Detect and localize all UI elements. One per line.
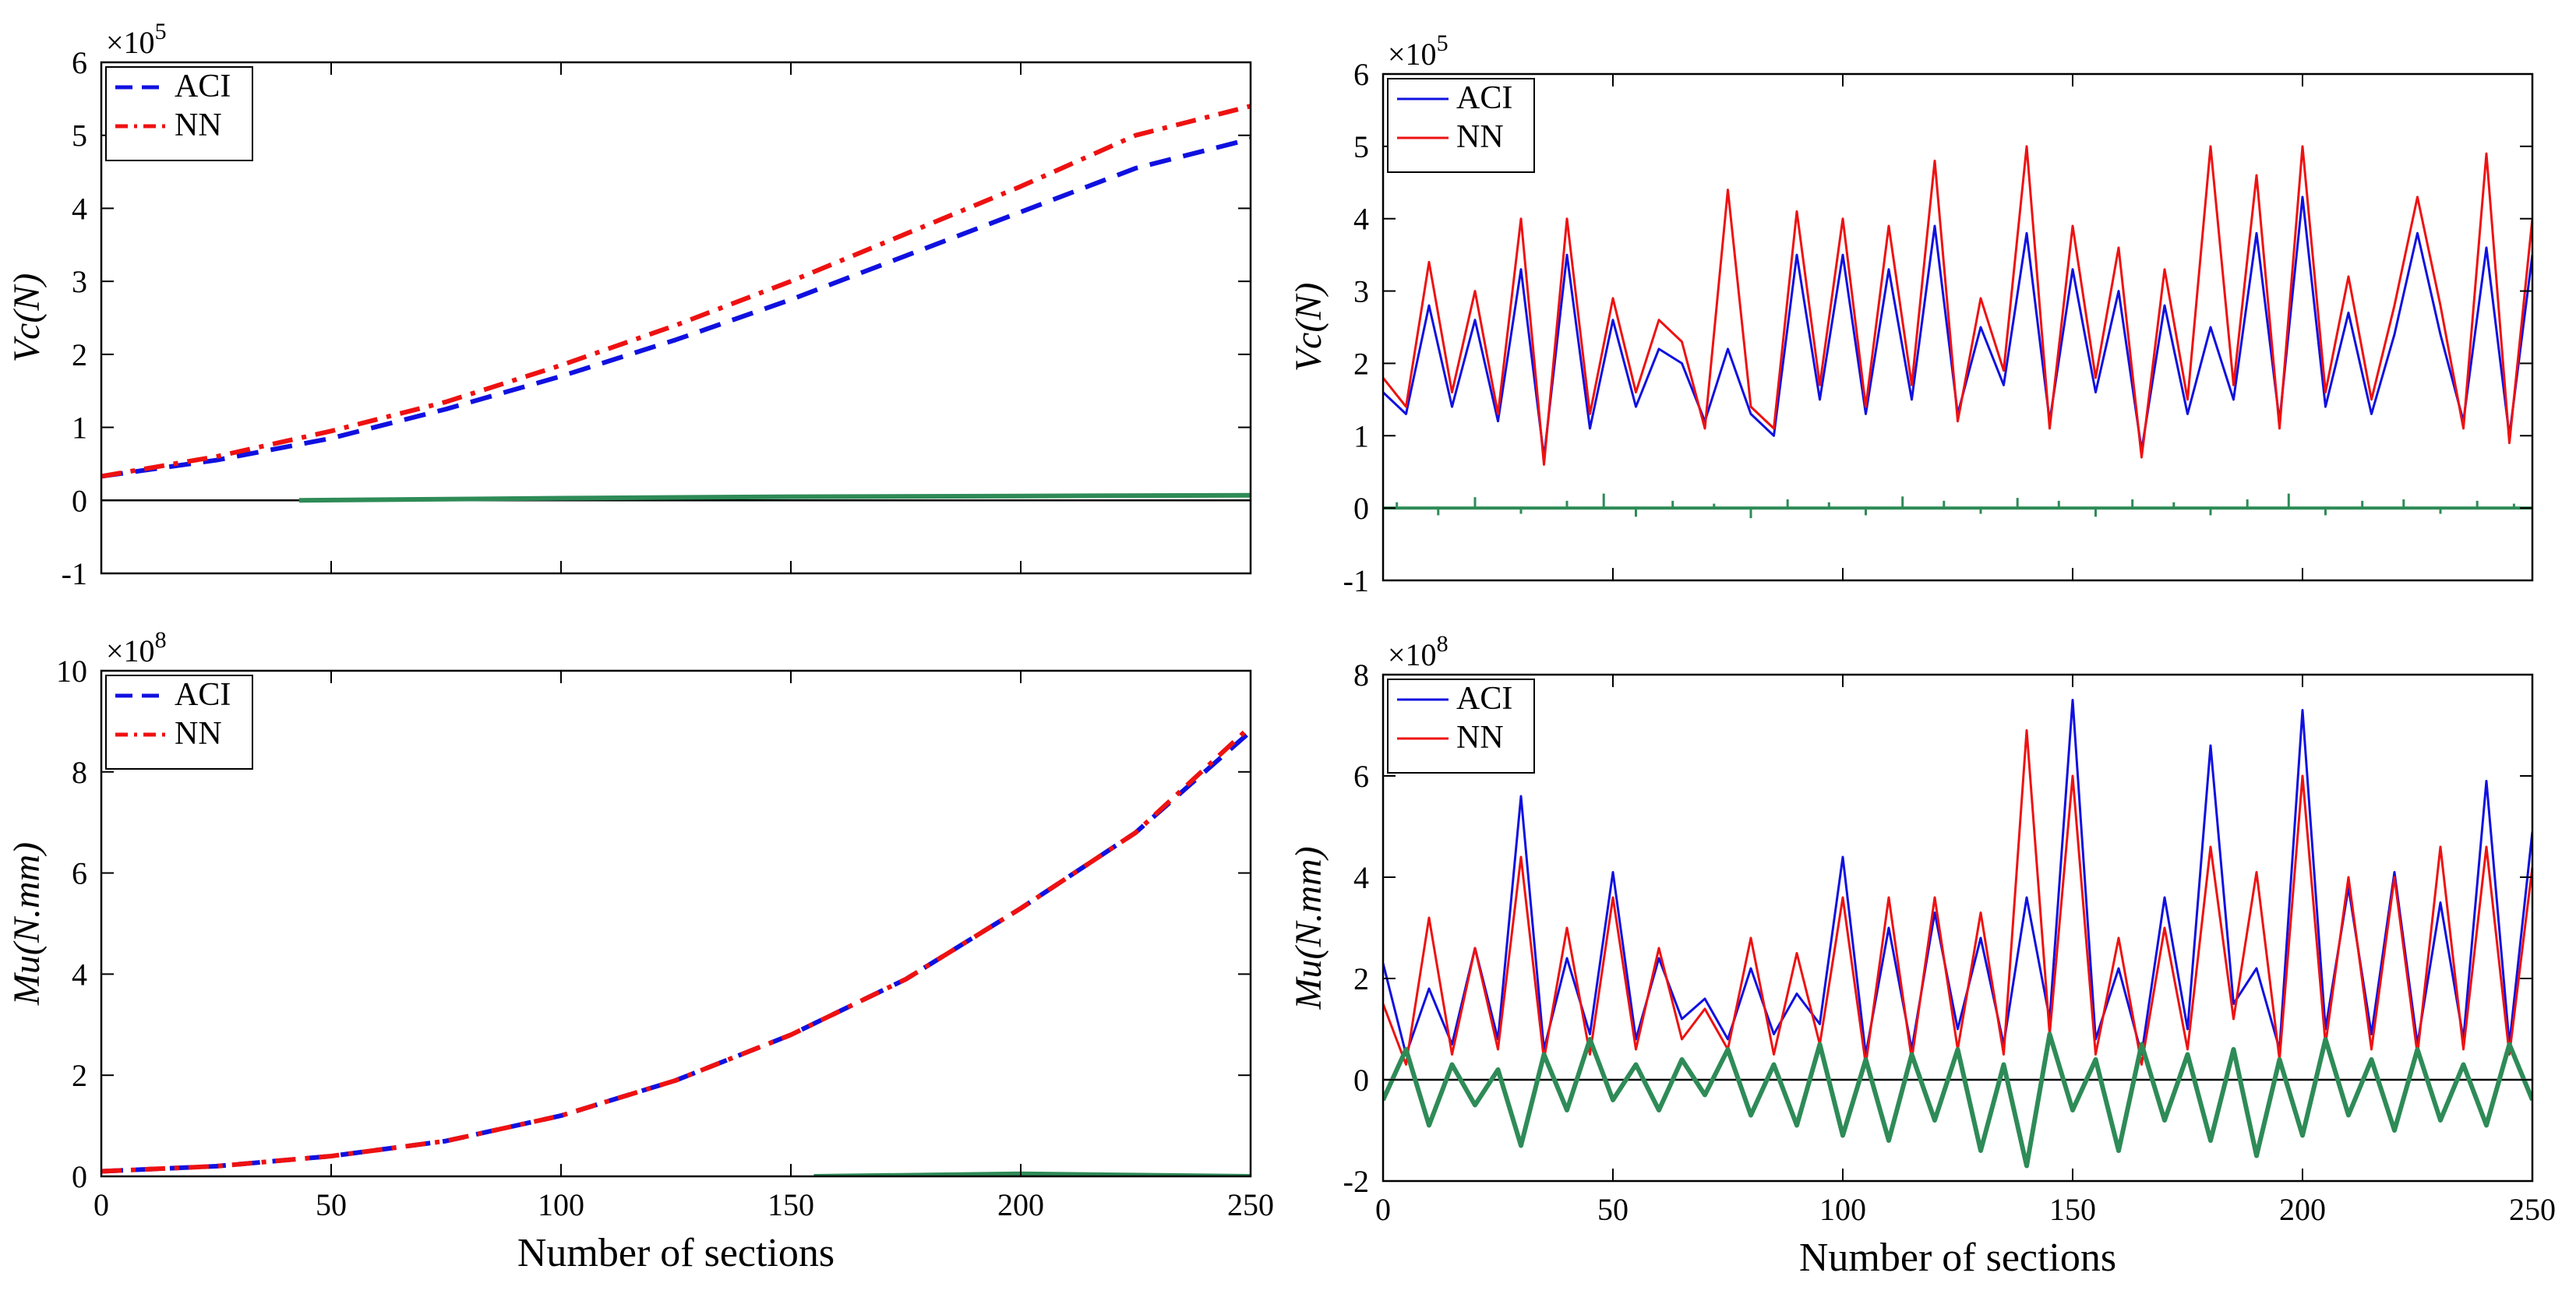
chart-mu-random: 0 50 100 150 200 250-202468×108Mu(N.mm)Number… <box>1288 631 2556 1280</box>
axis-exponent: ×105 <box>106 19 167 60</box>
legend-label-aci: ACI <box>175 69 231 104</box>
axis-frame <box>1382 72 2534 582</box>
series-line-nn <box>101 104 1251 479</box>
legend-label-aci: ACI <box>1456 681 1512 717</box>
plot-area <box>1383 145 2532 519</box>
legend-label-nn: NN <box>1456 119 1504 155</box>
series-line-nn <box>1383 145 2532 466</box>
x-tick-label: 150 <box>2049 1192 2096 1227</box>
legend-label-aci: ACI <box>1456 80 1512 116</box>
y-tick-label: 0 <box>1353 491 1369 526</box>
y-tick-label: 8 <box>72 755 87 790</box>
x-tick-label: 250 <box>1227 1187 1274 1222</box>
y-tick-label: 6 <box>72 45 87 80</box>
x-tick-label: 50 <box>1597 1192 1629 1227</box>
y-tick-label: 8 <box>1353 658 1369 693</box>
x-tick-label: 100 <box>538 1187 584 1222</box>
y-tick-label: 4 <box>1353 860 1369 895</box>
legend-label-nn: NN <box>175 716 222 752</box>
x-tick-label: 0 <box>94 1187 109 1222</box>
y-tick-label: 4 <box>72 191 87 226</box>
legend-box <box>105 675 253 770</box>
chart-mu-sorted: 0 50 100 150 200 250 0 2 4 6 8 10 ×108 Mu(N.mm) Number… <box>6 627 1274 1275</box>
y-tick-label: 5 <box>72 118 87 153</box>
legend: ACI NN <box>105 66 253 161</box>
x-tick-label: 50 <box>316 1187 347 1222</box>
series-line-nn <box>101 725 1251 1174</box>
x-axis-label: Number of sections <box>1799 1236 2116 1280</box>
y-tick-label: -2 <box>1343 1164 1369 1199</box>
y-tick-label: 2 <box>72 337 87 372</box>
legend-label-nn: NN <box>1456 720 1504 756</box>
y-tick-label: 0 <box>72 483 87 518</box>
chart-vc-sorted: -1 0 1 2 3 4 5 6 ×105 Vc(N) ACI NN <box>6 19 1252 591</box>
axis-exponent: ×105 <box>1388 30 1449 72</box>
y-tick-label: 3 <box>72 264 87 299</box>
y-tick-label: 6 <box>1353 759 1369 794</box>
x-tick-label: 0 <box>1375 1192 1391 1227</box>
series-line-error <box>1383 1031 2532 1169</box>
y-tick-label: 10 <box>56 654 87 689</box>
y-tick-label: 2 <box>1353 346 1369 381</box>
series-line-aci <box>1383 699 2532 1056</box>
plot-area <box>1383 699 2532 1169</box>
legend-box <box>1387 679 1535 774</box>
y-tick-label: -1 <box>1343 563 1369 598</box>
y-axis-label: Vc(N) <box>1288 283 1329 372</box>
series-line-aci <box>101 729 1251 1174</box>
x-tick-label: 200 <box>2279 1192 2326 1227</box>
y-tick-label: -1 <box>62 556 87 591</box>
y-axis-label: Vc(N) <box>6 273 48 363</box>
y-tick-label: 1 <box>72 411 87 446</box>
y-tick-label: 6 <box>1353 57 1369 92</box>
legend-label-nn: NN <box>175 108 222 143</box>
plot-area <box>101 725 1251 1176</box>
axis-exponent: ×108 <box>106 627 167 668</box>
axis-frame <box>100 61 1252 575</box>
y-tick-label: 0 <box>1353 1063 1369 1098</box>
x-tick-label: 200 <box>997 1187 1044 1222</box>
series-line-aci <box>101 136 1251 479</box>
x-tick-label: 100 <box>1819 1192 1866 1227</box>
x-axis-label: Number of sections <box>517 1231 835 1275</box>
axis-frame <box>1382 673 2534 1183</box>
legend-box <box>105 66 253 161</box>
plot-area <box>101 104 1251 503</box>
axis-exponent-power: 8 <box>1437 631 1449 657</box>
legend-label-aci: ACI <box>175 677 231 713</box>
axis-exponent-power: 5 <box>1437 30 1449 56</box>
y-tick-label: 0 <box>72 1159 87 1194</box>
y-axis-label: Mu(N.mm) <box>6 842 48 1006</box>
y-tick-label: 4 <box>1353 202 1369 237</box>
x-tick-label: 150 <box>768 1187 814 1222</box>
x-tick-label: 250 <box>2509 1192 2556 1227</box>
series-line-error <box>298 492 1251 503</box>
axis-frame <box>100 669 1252 1178</box>
y-axis-label: Mu(N.mm) <box>1288 846 1329 1010</box>
y-tick-label: 6 <box>72 856 87 891</box>
axis-exponent: ×108 <box>1388 631 1449 672</box>
legend-box <box>1387 78 1535 173</box>
y-tick-label: 1 <box>1353 418 1369 453</box>
series-line-nn <box>1383 729 2532 1066</box>
axis-exponent-power: 5 <box>155 19 167 44</box>
y-tick-label: 3 <box>1353 274 1369 309</box>
y-tick-label: 2 <box>72 1058 87 1093</box>
axis-exponent-power: 8 <box>155 627 167 653</box>
y-tick-label: 5 <box>1353 129 1369 164</box>
y-tick-label: 4 <box>72 957 87 992</box>
y-tick-label: 2 <box>1353 961 1369 996</box>
